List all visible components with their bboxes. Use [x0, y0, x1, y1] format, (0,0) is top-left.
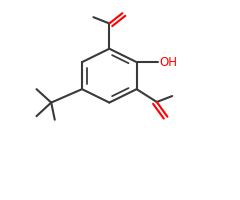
- Text: OH: OH: [159, 56, 177, 69]
